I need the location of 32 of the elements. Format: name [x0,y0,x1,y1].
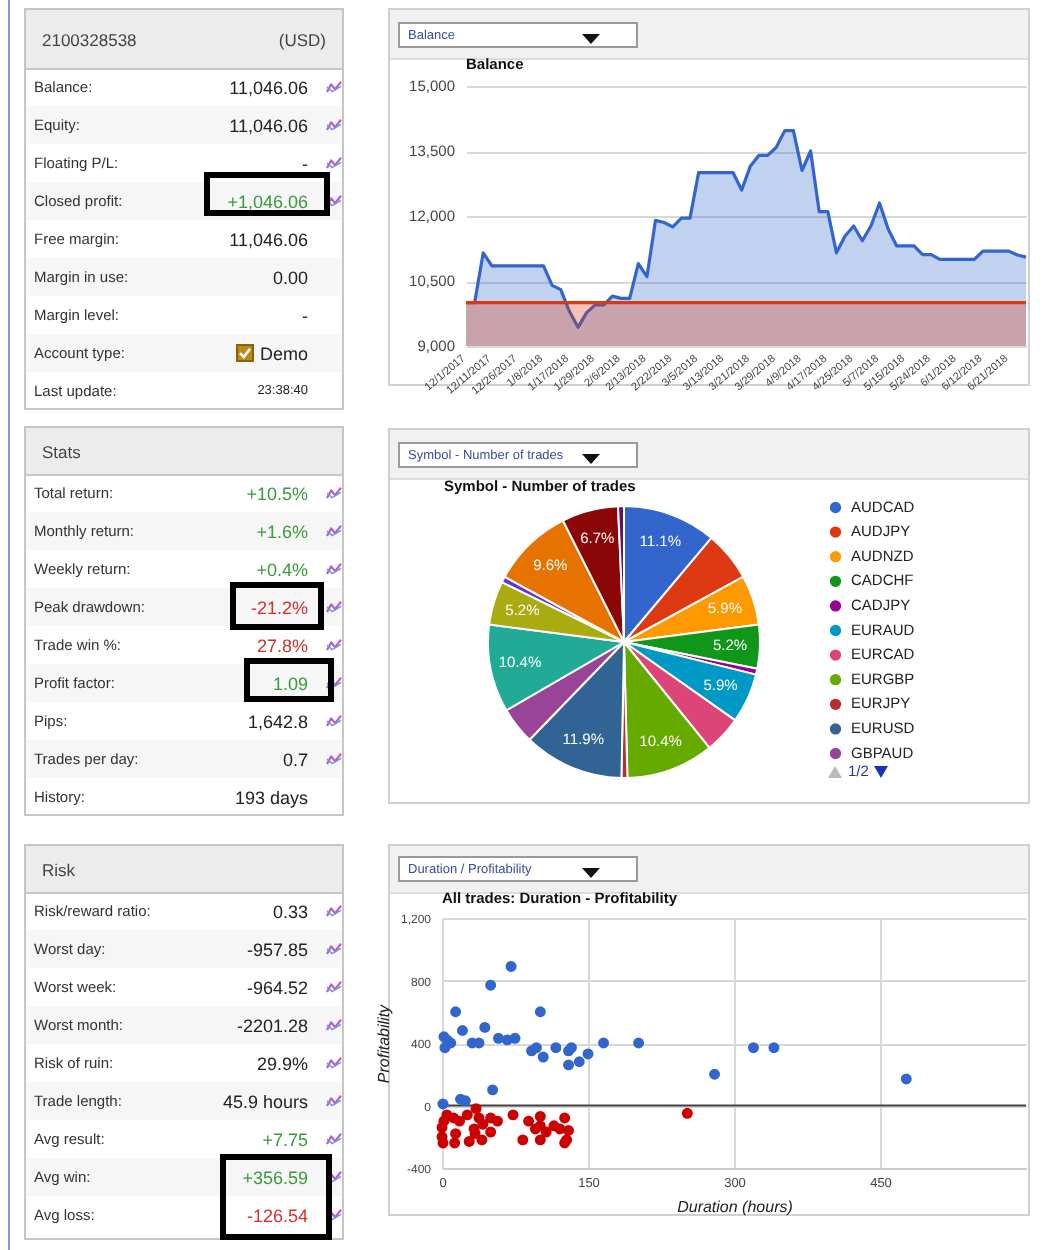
text: 11,046.06 [229,115,308,135]
text: 193 days [234,787,308,807]
text: 11,046.06 [229,229,308,249]
text: 27.8% [256,635,308,655]
text: - [302,153,308,173]
text: +10.5% [246,483,308,503]
text: -21.2% [250,597,308,617]
text: +1,046.06 [227,191,308,211]
text: 45.9 hours [222,1091,308,1111]
text: +0.4% [256,559,308,579]
text: +7.75 [262,1129,308,1149]
x-axis-title: Duration (hours) [677,1198,794,1216]
text: -957.85 [246,939,308,959]
y-axis-title: Profitability [374,1002,393,1084]
text: +1.6% [256,521,308,541]
text: (USD) [278,29,326,49]
text: +356.59 [242,1167,308,1187]
text: 29.9% [256,1053,308,1073]
text: 0.33 [272,901,308,921]
text: -964.52 [246,977,308,997]
text: 0.7 [282,749,308,769]
text: 0.00 [272,267,308,287]
text: - [302,305,308,325]
text: 11,046.06 [229,77,308,97]
text: -126.54 [246,1205,308,1225]
text: 2100328538 [42,29,137,49]
text: Demo [259,343,308,363]
text: -2201.28 [236,1015,308,1035]
text: Risk [42,859,76,879]
text: 1.09 [272,673,308,693]
text: Stats [42,441,81,461]
text: 1,642.8 [247,711,308,731]
